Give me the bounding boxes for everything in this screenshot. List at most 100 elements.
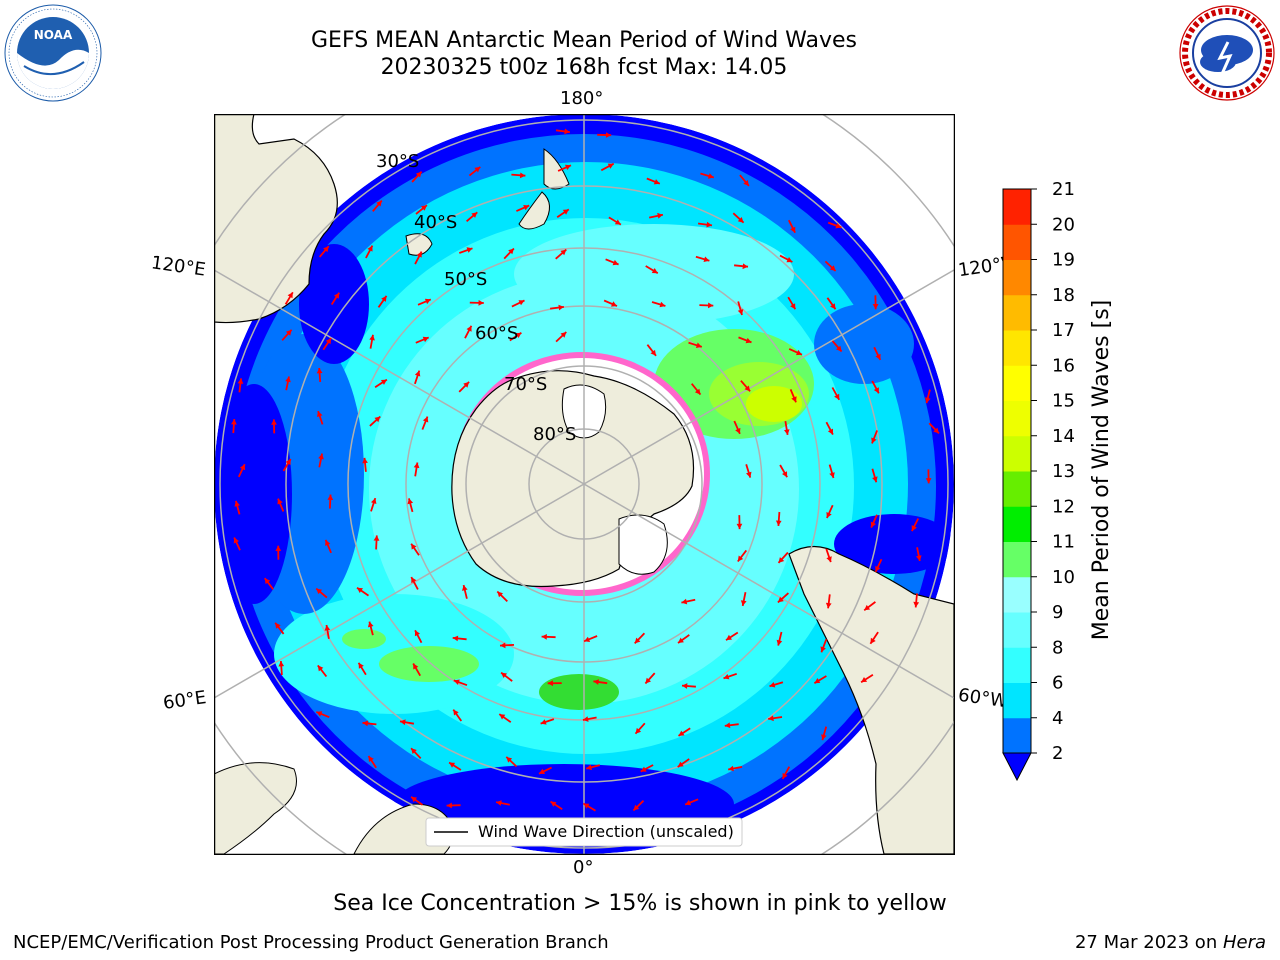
wave-direction-arrowhead bbox=[500, 642, 506, 649]
wave-direction-arrowhead bbox=[541, 634, 547, 640]
wave-direction-arrowhead bbox=[411, 748, 417, 754]
wave-direction-arrowhead bbox=[835, 223, 842, 229]
wave-direction-arrowhead bbox=[424, 298, 431, 305]
wave-direction-arrowhead bbox=[560, 332, 567, 338]
wave-direction-arrowhead bbox=[790, 226, 796, 233]
wave-direction-arrowhead bbox=[911, 525, 917, 532]
wave-direction-arrowhead bbox=[421, 205, 427, 211]
wave-direction-arrowhead bbox=[233, 537, 239, 544]
wave-direction-arrowhead bbox=[723, 674, 730, 680]
wave-direction-arrowhead bbox=[231, 419, 237, 425]
legend-label: Wind Wave Direction (unscaled) bbox=[478, 822, 734, 841]
wave-direction-arrowhead bbox=[400, 719, 406, 726]
colorbar-segment bbox=[1003, 224, 1031, 260]
wave-direction-arrowhead bbox=[547, 680, 553, 687]
wave-direction-arrowhead bbox=[453, 679, 460, 685]
wave-direction-arrowhead bbox=[508, 248, 514, 255]
wave-direction-arrowhead bbox=[324, 625, 331, 631]
wave-direction-arrowhead bbox=[317, 665, 324, 672]
wave-direction-arrowhead bbox=[861, 677, 868, 683]
wave-direction-arrowhead bbox=[323, 246, 329, 253]
wave-direction-arrowhead bbox=[681, 598, 688, 605]
wave-direction-arrowhead bbox=[743, 180, 749, 186]
wave-direction-arrowhead bbox=[411, 577, 417, 584]
colorbar-tick-label: 20 bbox=[1052, 214, 1075, 235]
colorbar-tick-label: 13 bbox=[1052, 461, 1075, 482]
wave-direction-arrowhead bbox=[933, 427, 939, 434]
wave-direction-arrowhead bbox=[875, 353, 881, 360]
colorbar-label: Mean Period of Wind Waves [s] bbox=[1089, 300, 1114, 640]
wave-direction-arrowhead bbox=[318, 453, 324, 460]
wave-direction-arrowhead bbox=[583, 803, 590, 809]
wave-direction-arrowhead bbox=[371, 498, 377, 504]
wave-direction-arrowhead bbox=[239, 464, 246, 471]
wave-direction-arrowhead bbox=[650, 349, 656, 356]
wave-direction-arrowhead bbox=[358, 662, 364, 669]
wave-direction-arrowhead bbox=[706, 221, 712, 228]
wave-direction-arrowhead bbox=[380, 379, 387, 385]
wave-direction-arrowhead bbox=[582, 716, 589, 722]
wave-direction-arrowhead bbox=[736, 523, 743, 530]
wave-direction-arrowhead bbox=[316, 368, 323, 374]
wave-direction-arrowhead bbox=[497, 591, 503, 598]
wave-direction-arrowhead bbox=[413, 663, 419, 670]
wave-direction-arrowhead bbox=[593, 679, 599, 685]
wave-direction-arrowhead bbox=[560, 249, 567, 256]
wave-direction-arrowhead bbox=[285, 459, 291, 465]
wave-direction-arrowhead bbox=[746, 471, 752, 478]
wave-direction-arrowhead bbox=[640, 766, 647, 772]
footer-date: 27 Mar 2023 on Hera bbox=[1075, 932, 1266, 953]
noaa-logo: NOAA bbox=[4, 4, 102, 102]
wave-direction-arrowhead bbox=[422, 336, 429, 343]
wave-direction-arrowhead bbox=[735, 427, 741, 434]
wave-direction-arrowhead bbox=[744, 385, 751, 392]
wave-direction-arrowhead bbox=[558, 304, 564, 311]
wave-direction-arrowhead bbox=[584, 636, 591, 642]
title-line2: 20230325 t00z 168h fcst Max: 14.05 bbox=[380, 55, 788, 80]
wave-direction-arrowhead bbox=[703, 256, 710, 262]
wave-direction-arrowhead bbox=[820, 646, 826, 653]
wave-direction-arrowhead bbox=[778, 557, 785, 563]
wave-direction-arrowhead bbox=[523, 205, 530, 211]
wave-direction-arrowhead bbox=[740, 600, 747, 606]
wave-direction-arrowhead bbox=[519, 172, 526, 179]
wave-direction-arrowhead bbox=[539, 768, 545, 774]
wave-direction-arrowhead bbox=[413, 462, 420, 469]
wave-direction-arrowhead bbox=[653, 179, 660, 185]
footer-machine: Hera bbox=[1222, 932, 1266, 953]
wave-direction-arrowhead bbox=[466, 325, 472, 332]
lon-label-120e: 120°E bbox=[149, 252, 207, 281]
colorbar-tick-label: 8 bbox=[1052, 637, 1063, 658]
wave-direction-arrowhead bbox=[278, 661, 285, 667]
wave-direction-arrowhead bbox=[829, 265, 836, 271]
title-line1: GEFS MEAN Antarctic Mean Period of Wind … bbox=[311, 28, 857, 53]
wave-direction-arrowhead bbox=[633, 804, 640, 811]
noaa-text: NOAA bbox=[34, 28, 73, 42]
wave-direction-arrowhead bbox=[540, 719, 547, 725]
wave-direction-arrowhead bbox=[605, 132, 612, 138]
wave-direction-arrowhead bbox=[707, 173, 714, 179]
wave-direction-arrowhead bbox=[373, 535, 380, 541]
wave-direction-arrowhead bbox=[796, 349, 802, 356]
colorbar-segment bbox=[1003, 612, 1031, 648]
colorbar-segment bbox=[1003, 647, 1031, 683]
wave-direction-arrowhead bbox=[925, 478, 932, 484]
wave-direction-arrowhead bbox=[814, 678, 821, 684]
map-legend: Wind Wave Direction (unscaled) bbox=[425, 817, 743, 847]
wave-direction-arrowhead bbox=[316, 711, 323, 717]
wave-direction-arrowhead bbox=[782, 772, 788, 779]
wave-direction-arrowhead bbox=[287, 292, 293, 299]
colorbar-segment bbox=[1003, 189, 1031, 225]
wave-direction-arrowhead bbox=[829, 472, 835, 478]
wave-direction-arrowhead bbox=[651, 268, 658, 274]
colorbar-tick-label: 11 bbox=[1052, 532, 1075, 553]
colorbar-segment bbox=[1003, 259, 1031, 296]
wave-direction-arrowhead bbox=[376, 200, 382, 207]
wave-direction-arrowhead bbox=[742, 263, 748, 270]
footer-date-text: 27 Mar 2023 on bbox=[1074, 932, 1223, 953]
wave-direction-arrowhead bbox=[925, 397, 931, 404]
lon-label-0: 0° bbox=[573, 857, 594, 878]
wave-direction-arrowhead bbox=[562, 209, 569, 215]
wave-direction-arrowhead bbox=[367, 245, 373, 252]
wave-direction-arrowhead bbox=[873, 387, 879, 394]
